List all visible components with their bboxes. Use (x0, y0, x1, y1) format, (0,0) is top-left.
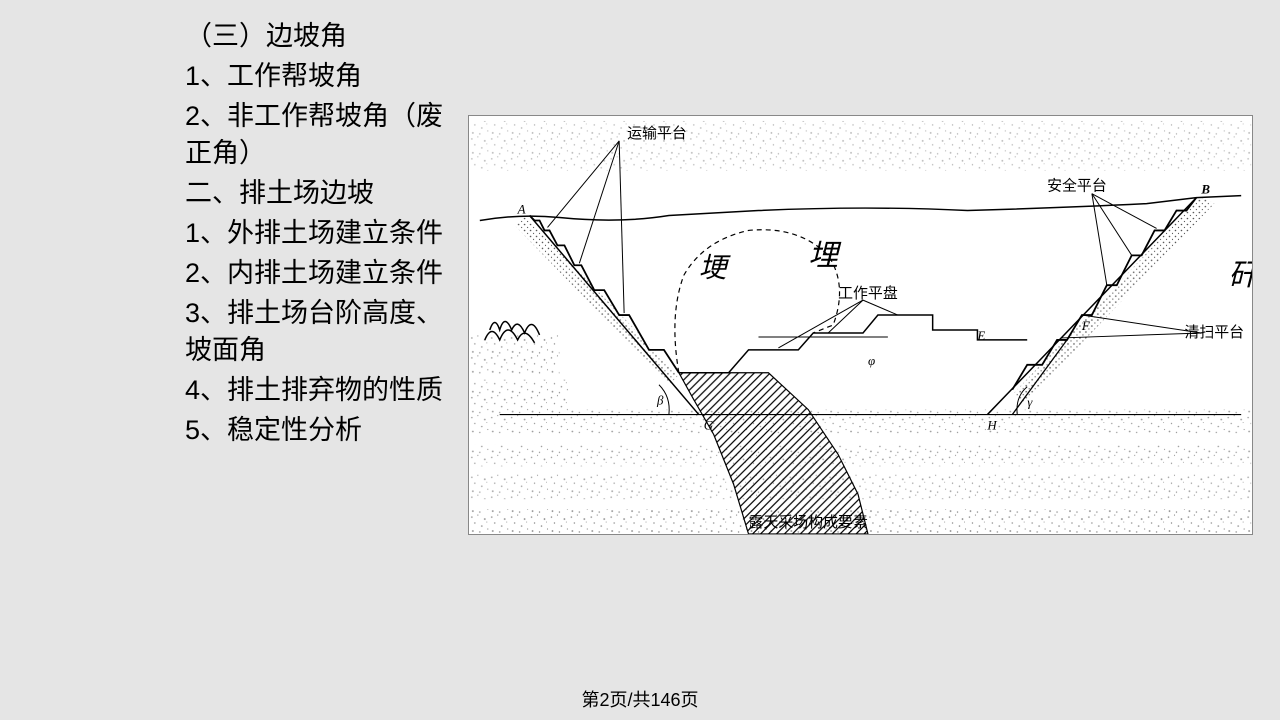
svg-text:埂: 埂 (699, 253, 731, 284)
label-clean: 清扫平台 (1184, 324, 1244, 341)
text-outline: （三）边坡角 1、工作帮坡角 2、非工作帮坡角（废正角） 二、排土场边坡 1、外… (185, 18, 465, 452)
outline-item: 4、排土排弃物的性质 (185, 372, 465, 410)
outline-heading: 二、排土场边坡 (185, 175, 465, 213)
point-F: F (1081, 318, 1090, 333)
diagram-svg: 运输平台 安全平台 工作平盘 清扫平台 露天采场构成要素 A B E F G H… (469, 116, 1252, 534)
page-number: 第2页/共146页 (581, 686, 698, 712)
angle-beta: β (656, 393, 664, 408)
label-transport: 运输平台 (627, 125, 687, 142)
angle-gamma: γ (1027, 395, 1033, 410)
mining-diagram: 运输平台 安全平台 工作平盘 清扫平台 露天采场构成要素 A B E F G H… (468, 115, 1253, 535)
point-E: E (976, 328, 985, 343)
outline-heading: （三）边坡角 (185, 18, 465, 56)
outline-item: 2、内排土场建立条件 (185, 255, 465, 293)
point-H: H (986, 418, 997, 433)
svg-text:埋: 埋 (808, 239, 842, 272)
outline-item: 1、外排土场建立条件 (185, 215, 465, 253)
outline-item: 2、非工作帮坡角（废正角） (185, 98, 465, 174)
label-safety: 安全平台 (1047, 177, 1107, 195)
svg-text:矸: 矸 (1228, 259, 1252, 292)
point-B: B (1200, 182, 1210, 197)
outline-item: 3、排土场台阶高度、坡面角 (185, 295, 465, 371)
label-work: 工作平盘 (838, 284, 898, 302)
point-G: G (704, 418, 714, 433)
point-A: A (517, 202, 526, 217)
label-caption: 露天采场构成要素 (749, 514, 868, 531)
angle-phi: φ (868, 353, 875, 368)
outline-item: 5、稳定性分析 (185, 412, 465, 450)
outline-item: 1、工作帮坡角 (185, 58, 465, 96)
